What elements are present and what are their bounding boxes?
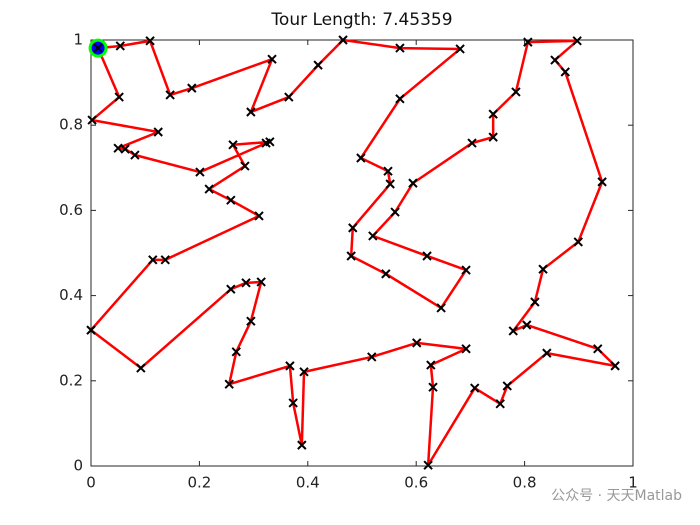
city-marker [502, 381, 512, 391]
city-marker [610, 361, 620, 371]
city-marker [130, 150, 140, 160]
city-marker [246, 316, 256, 326]
y-tick-label: 0.6 [59, 201, 83, 219]
city-marker [288, 398, 298, 408]
y-tick-label: 0.4 [59, 286, 83, 304]
city-marker [136, 363, 146, 373]
city-marker [346, 251, 356, 261]
city-marker [508, 326, 518, 336]
city-marker [115, 41, 125, 51]
city-marker [383, 166, 393, 176]
city-marker [297, 440, 307, 450]
city-marker [153, 127, 163, 137]
city-marker [385, 179, 395, 189]
y-tick-label: 1 [73, 31, 83, 49]
city-marker [538, 264, 548, 274]
x-tick-label: 1 [628, 474, 638, 492]
y-tick-label: 0.8 [59, 116, 83, 134]
city-marker [187, 83, 197, 93]
watermark: 公众号 · 天天Matlab [551, 488, 682, 504]
city-marker [408, 178, 418, 188]
city-marker [423, 460, 433, 470]
city-marker [488, 132, 498, 142]
city-marker [495, 399, 505, 409]
city-marker [395, 43, 405, 53]
city-marker [470, 383, 480, 393]
city-marker [226, 284, 236, 294]
city-marker [488, 109, 498, 119]
x-tick-label: 0 [86, 474, 96, 492]
city-marker [428, 382, 438, 392]
city-marker [195, 167, 205, 177]
city-marker [367, 352, 377, 362]
city-marker [467, 138, 477, 148]
city-marker [160, 255, 170, 265]
city-marker [455, 44, 465, 54]
city-marker [226, 195, 236, 205]
chart-title: Tour Length: 7.45359 [270, 10, 452, 30]
city-marker [381, 269, 391, 279]
city-marker [338, 35, 348, 45]
city-marker [436, 303, 446, 313]
city-marker [572, 36, 582, 46]
city-marker [86, 325, 96, 335]
city-marker [530, 297, 540, 307]
city-marker [165, 90, 175, 100]
city-marker [390, 207, 400, 217]
city-marker [114, 92, 124, 102]
city-marker [461, 344, 471, 354]
y-tick-label: 0 [73, 457, 83, 475]
city-marker [299, 367, 309, 377]
city-marker [348, 223, 358, 233]
city-marker [522, 320, 532, 330]
city-marker [148, 255, 158, 265]
x-tick-label: 0.4 [296, 474, 320, 492]
city-marker [412, 338, 422, 348]
city-marker [267, 54, 277, 64]
city-marker [113, 143, 123, 153]
city-marker [542, 348, 552, 358]
city-marker [422, 251, 432, 261]
city-marker [593, 344, 603, 354]
city-marker [241, 278, 251, 288]
city-marker [254, 211, 264, 221]
city-marker [573, 237, 583, 247]
city-marker [426, 360, 436, 370]
city-marker [87, 115, 97, 125]
city-marker [550, 55, 560, 65]
city-marker [461, 265, 471, 275]
city-marker [356, 153, 366, 163]
city-marker [395, 94, 405, 104]
city-marker [145, 36, 155, 46]
plot-area [90, 39, 634, 467]
tour-line [89, 38, 617, 467]
city-marker [93, 43, 103, 53]
city-marker [313, 60, 323, 70]
city-marker [523, 37, 533, 47]
city-marker [368, 231, 378, 241]
city-marker [224, 379, 234, 389]
x-tick-label: 0.6 [404, 474, 428, 492]
x-tick-label: 0.2 [187, 474, 211, 492]
x-tick-label: 0.8 [513, 474, 537, 492]
city-marker [231, 347, 241, 357]
city-marker [285, 361, 295, 371]
city-marker [204, 184, 214, 194]
city-marker [246, 107, 256, 117]
city-marker [228, 140, 238, 150]
city-marker [560, 67, 570, 77]
city-marker [284, 92, 294, 102]
city-marker [261, 138, 271, 148]
city-marker [597, 177, 607, 187]
city-marker [256, 277, 266, 287]
city-marker [511, 87, 521, 97]
y-tick-label: 0.2 [59, 371, 83, 389]
city-marker [240, 161, 250, 171]
